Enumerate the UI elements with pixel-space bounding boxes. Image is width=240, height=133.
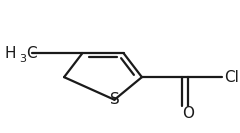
Text: S: S — [109, 92, 119, 107]
Text: 3: 3 — [19, 53, 26, 64]
Text: H: H — [5, 46, 16, 61]
Text: O: O — [182, 106, 194, 120]
Text: Cl: Cl — [224, 70, 239, 85]
Text: C: C — [26, 46, 37, 61]
